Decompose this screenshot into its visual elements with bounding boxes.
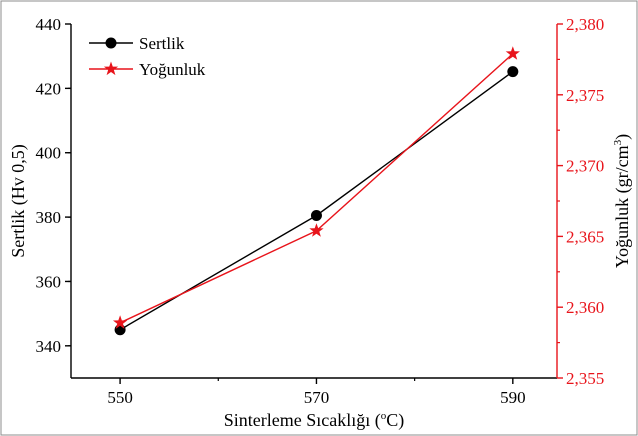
- x-ticks: 550 570 590: [107, 378, 526, 407]
- right-y-tick-label: 2,370: [566, 157, 604, 176]
- legend-label-sertlik: Sertlik: [139, 34, 185, 53]
- yogunluk-point: [309, 223, 324, 237]
- left-y-tick-label: 440: [36, 15, 62, 34]
- x-tick-label: 550: [107, 388, 133, 407]
- series-layer: [112, 46, 520, 336]
- legend-label-yogunluk: Yoğunluk: [139, 60, 206, 79]
- left-y-tick-label: 420: [36, 79, 62, 98]
- legend: Sertlik Yoğunluk: [89, 34, 206, 79]
- right-y-axis-title: Yoğunluk (gr/cm3): [612, 134, 633, 268]
- x-axis-title: Sinterleme Sıcaklığı (oC): [224, 410, 404, 431]
- x-tick-label: 570: [304, 388, 330, 407]
- yogunluk-point: [505, 46, 520, 60]
- left-y-tick-label: 360: [36, 272, 62, 291]
- right-y-tick-label: 2,365: [566, 227, 604, 246]
- left-y-ticks: 340 360 380 400 420 440: [36, 15, 71, 356]
- sertlik-point: [310, 209, 322, 221]
- sertlik-point: [114, 324, 126, 336]
- right-y-tick-label: 2,380: [566, 15, 604, 34]
- right-y-tick-label: 2,375: [566, 86, 604, 105]
- right-y-tick-label: 2,360: [566, 298, 604, 317]
- left-y-axis-title: Sertlik (Hv 0,5): [8, 144, 29, 257]
- legend-marker-sertlik: [105, 37, 117, 49]
- left-y-tick-label: 400: [36, 144, 62, 163]
- left-y-tick-label: 380: [36, 208, 62, 227]
- legend-marker-yogunluk: [103, 61, 119, 76]
- yogunluk-point: [112, 315, 128, 329]
- left-y-tick-label: 340: [36, 337, 62, 356]
- right-y-ticks: 2,355 2,360 2,365 2,370 2,375 2,380: [557, 15, 604, 388]
- right-y-tick-label: 2,355: [566, 369, 604, 388]
- x-tick-label: 590: [500, 388, 526, 407]
- sertlik-point: [507, 66, 519, 78]
